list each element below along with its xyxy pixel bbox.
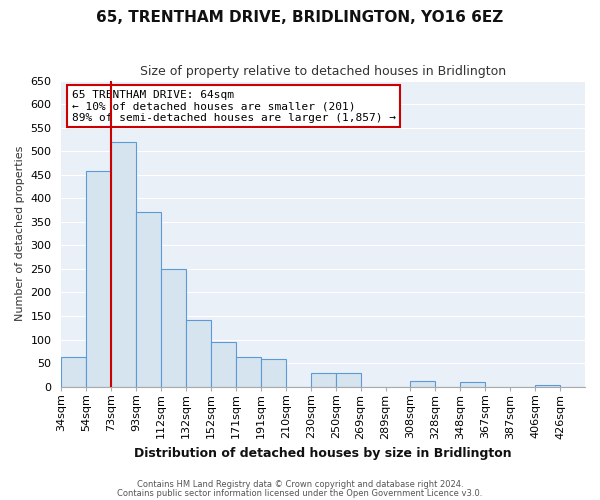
Text: Contains HM Land Registry data © Crown copyright and database right 2024.: Contains HM Land Registry data © Crown c…	[137, 480, 463, 489]
Bar	[86, 171, 111, 386]
Bar	[410, 381, 436, 386]
Bar	[460, 382, 485, 386]
Bar	[311, 374, 335, 386]
X-axis label: Distribution of detached houses by size in Bridlington: Distribution of detached houses by size …	[134, 447, 512, 460]
Bar	[61, 358, 86, 386]
Y-axis label: Number of detached properties: Number of detached properties	[15, 146, 25, 322]
Text: 65, TRENTHAM DRIVE, BRIDLINGTON, YO16 6EZ: 65, TRENTHAM DRIVE, BRIDLINGTON, YO16 6E…	[97, 10, 503, 25]
Bar	[335, 374, 361, 386]
Text: 65 TRENTHAM DRIVE: 64sqm
← 10% of detached houses are smaller (201)
89% of semi-: 65 TRENTHAM DRIVE: 64sqm ← 10% of detach…	[72, 90, 396, 123]
Bar	[211, 342, 236, 386]
Bar	[236, 358, 261, 386]
Bar	[136, 212, 161, 386]
Bar	[111, 142, 136, 386]
Bar	[261, 360, 286, 386]
Bar	[161, 269, 186, 386]
Title: Size of property relative to detached houses in Bridlington: Size of property relative to detached ho…	[140, 65, 506, 78]
Bar	[186, 320, 211, 386]
Text: Contains public sector information licensed under the Open Government Licence v3: Contains public sector information licen…	[118, 488, 482, 498]
Bar	[535, 385, 560, 386]
